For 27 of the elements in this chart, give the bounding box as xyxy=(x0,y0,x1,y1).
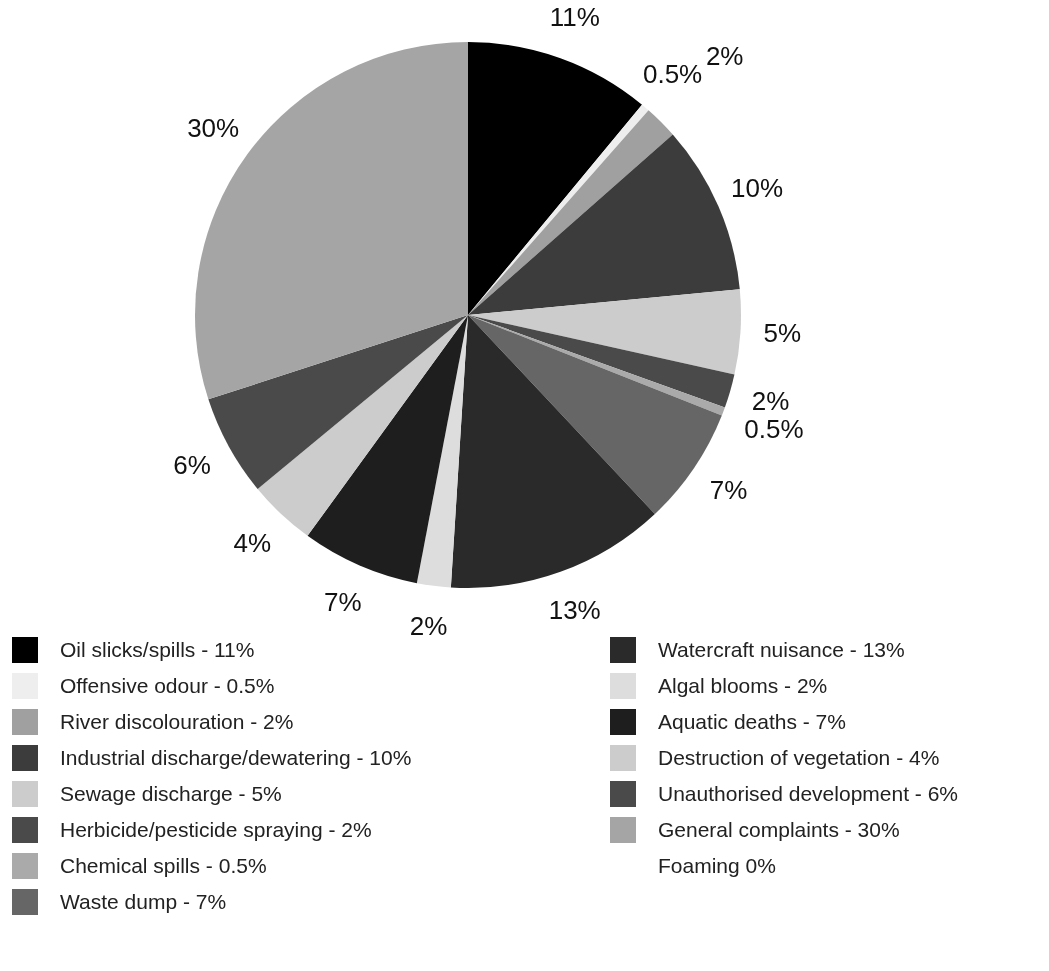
data-label: 7% xyxy=(709,475,748,506)
data-label: 11% xyxy=(549,1,600,32)
legend-label: Herbicide/pesticide spraying - 2% xyxy=(60,818,372,842)
legend-label: Aquatic deaths - 7% xyxy=(658,710,846,734)
data-label: 2% xyxy=(705,41,744,72)
legend-label: Offensive odour - 0.5% xyxy=(60,674,275,698)
legend-label: Watercraft nuisance - 13% xyxy=(658,638,905,662)
data-label: 6% xyxy=(173,449,211,480)
legend-label: Industrial discharge/dewatering - 10% xyxy=(60,746,412,770)
data-label: 4% xyxy=(233,527,272,558)
legend-label: Unauthorised development - 6% xyxy=(658,782,959,806)
data-label: 5% xyxy=(763,317,802,348)
legend-label: Algal blooms - 2% xyxy=(658,674,828,698)
data-label: 13% xyxy=(548,594,601,625)
legend-label: General complaints - 30% xyxy=(658,818,900,842)
category-label: Foaming 0% xyxy=(658,854,776,877)
legend-label: Waste dump - 7% xyxy=(60,890,227,914)
data-label: 10% xyxy=(731,173,784,204)
data-label: 2% xyxy=(409,610,448,641)
legend-label: Oil slicks/spills - 11% xyxy=(60,638,255,662)
data-label: 0.5% xyxy=(642,58,703,89)
legend-label: Destruction of vegetation - 4% xyxy=(658,746,940,770)
legend-label: Sewage discharge - 5% xyxy=(60,782,282,806)
legend-label: River discolouration - 2% xyxy=(60,710,294,734)
data-label: 7% xyxy=(324,587,362,618)
data-label: 30% xyxy=(187,113,240,144)
legend-label: Chemical spills - 0.5% xyxy=(60,854,267,878)
